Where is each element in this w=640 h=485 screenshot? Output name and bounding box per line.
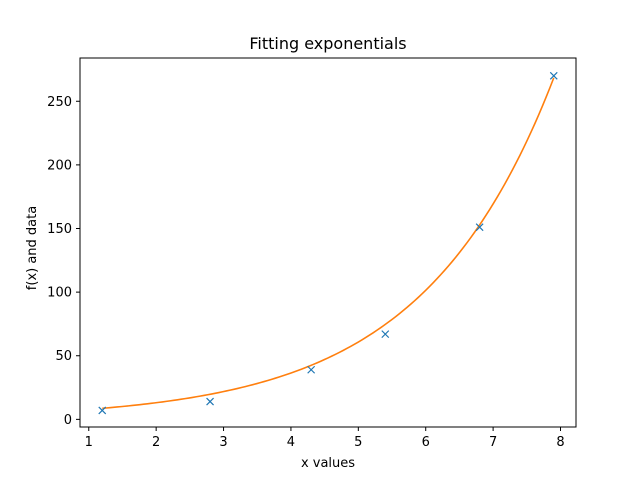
- data-point: [307, 365, 316, 374]
- x-axis-label: x values: [301, 456, 355, 471]
- series-layer: [98, 71, 558, 415]
- y-tick-label: 150: [47, 222, 72, 237]
- y-axis-label: f(x) and data: [25, 206, 40, 290]
- data-point: [381, 330, 390, 339]
- y-tick-label: 50: [55, 349, 72, 364]
- x-tick-label: 7: [489, 435, 497, 450]
- x-tick-label: 1: [85, 435, 93, 450]
- axes-frame: [79, 57, 577, 428]
- data-point: [98, 406, 107, 415]
- y-axis-ticks: 0 50 100 150 200 250: [47, 95, 80, 428]
- data-point: [475, 223, 484, 232]
- axes-spines: [79, 57, 577, 428]
- x-axis-ticks: 1 2 3 4 5 6 7 8: [85, 427, 565, 450]
- y-tick-label: 100: [47, 286, 72, 301]
- x-tick-label: 6: [422, 435, 430, 450]
- chart-title: Fitting exponentials: [249, 34, 406, 53]
- x-tick-label: 2: [152, 435, 160, 450]
- y-tick-label: 200: [47, 158, 72, 173]
- x-tick-label: 3: [219, 435, 227, 450]
- x-tick-label: 5: [354, 435, 362, 450]
- x-tick-label: 8: [556, 435, 564, 450]
- y-tick-label: 250: [47, 95, 72, 110]
- x-tick-label: 4: [287, 435, 295, 450]
- data-point: [206, 397, 214, 406]
- y-tick-label: 0: [64, 413, 72, 428]
- data-point: [549, 71, 558, 80]
